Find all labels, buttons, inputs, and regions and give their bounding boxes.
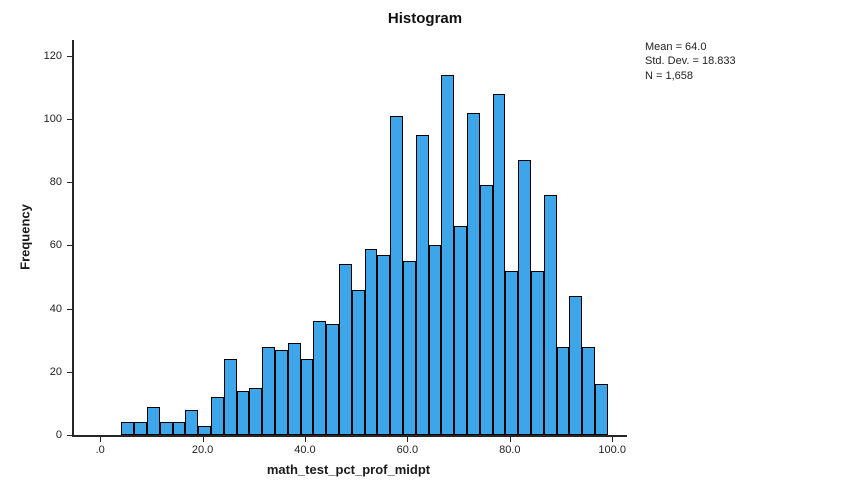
y-tick-mark [67,245,72,247]
x-tick-mark [100,437,102,442]
histogram-bar [198,425,211,435]
histogram-bar [479,185,493,435]
histogram-bar [428,245,442,435]
x-tick-label: 60.0 [396,444,419,456]
x-tick-label: 40.0 [294,444,316,456]
y-tick-mark [67,435,72,436]
y-tick-mark [67,371,72,373]
y-tick-mark [67,119,72,120]
histogram-bar [530,270,544,435]
x-tick-label: 100.0 [598,444,626,456]
histogram-bar [441,74,455,435]
histogram-bar [326,324,339,435]
histogram-bar [134,422,147,435]
histogram-bar [287,343,301,435]
histogram-bar [223,359,237,435]
x-tick-mark [509,437,511,442]
chart-title: Histogram [387,10,463,27]
x-tick-mark [612,437,614,442]
x-tick-mark [407,437,409,442]
histogram-bar [518,160,531,435]
x-tick-label: 80.0 [499,444,521,456]
histogram-bar [364,248,378,435]
histogram-bar [300,359,314,435]
histogram-bar [121,422,135,435]
stat-mean: Mean = 64.0 [645,41,707,53]
histogram-bar [402,261,416,435]
histogram-bar [338,264,352,435]
histogram-bar [159,422,173,435]
histogram-bar [351,289,365,435]
histogram-bar [594,384,608,435]
y-tick-mark [67,182,72,184]
y-tick-mark [67,308,72,310]
x-tick-mark [202,437,204,442]
stat-n: N = 1,658 [645,69,694,82]
histogram-bar [172,422,186,435]
histogram-bar [185,409,199,435]
y-tick-mark [67,55,72,57]
histogram-bar [210,397,224,435]
histogram-bar [454,226,467,435]
histogram-bar [249,387,263,435]
histogram-bar [415,134,429,435]
y-tick-label: 60 [49,239,62,252]
histogram-bar [390,115,403,435]
histogram-bar [569,295,583,435]
histogram-bar [582,346,595,435]
histogram-bar [505,270,519,435]
x-tick-label: 20.0 [191,444,214,456]
histogram-bar [313,321,327,435]
histogram-bar [543,194,557,435]
plot-area [72,40,627,437]
x-axis-label: math_test_pct_prof_midpt [266,462,431,477]
y-tick-label: 40 [49,302,62,315]
y-tick-label: 20 [49,365,62,378]
y-tick-label: 80 [49,176,62,189]
y-tick-label: 120 [43,49,62,62]
histogram-bar [146,406,160,435]
histogram-bar [556,346,570,435]
stat-std-dev: Std. Dev. = 18.833 [645,55,736,68]
y-tick-label: 100 [43,113,62,125]
x-tick-mark [304,437,306,442]
histogram-bar [274,349,288,435]
x-axis-ticks: .0 20.0 40.0 60.0 80.0 100.0 [72,437,626,459]
y-tick-label: 0 [55,429,62,441]
x-tick-label: .0 [95,444,105,456]
histogram-bar [262,346,275,435]
histogram-bar [466,112,480,435]
stats-box: Mean = 64.0 Std. Dev. = 18.833 N = 1,658 [645,40,736,83]
histogram-bar [377,254,391,435]
y-axis-ticks: 0 20 40 60 80 100 120 [0,40,72,441]
histogram-bar [492,93,506,435]
histogram-bar [236,390,250,435]
